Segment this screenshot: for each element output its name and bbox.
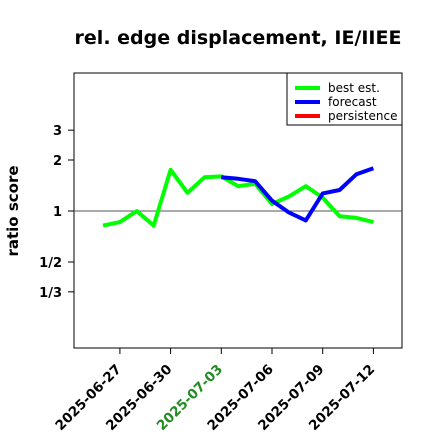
legend-label: forecast [328,95,377,109]
x-axis: 2025-06-272025-06-302025-07-032025-07-06… [52,348,378,434]
series-layer [102,166,375,228]
series-line-best-est [102,167,374,228]
y-tick-label: 2 [53,154,62,169]
chart-title: rel. edge displacement, IE/IIEE [75,27,402,49]
y-axis-label: ratio score [4,165,22,256]
legend-label: persistence [328,109,397,123]
y-tick-label: 1 [53,205,62,220]
y-tick-label: 1/3 [39,286,62,301]
y-axis: 3 2 1 1/2 1/3 [39,124,74,301]
y-tick-label: 1/2 [39,256,62,271]
series-line-forecast [221,166,375,223]
y-tick-label: 3 [53,124,62,139]
legend-label: best est. [328,81,380,95]
